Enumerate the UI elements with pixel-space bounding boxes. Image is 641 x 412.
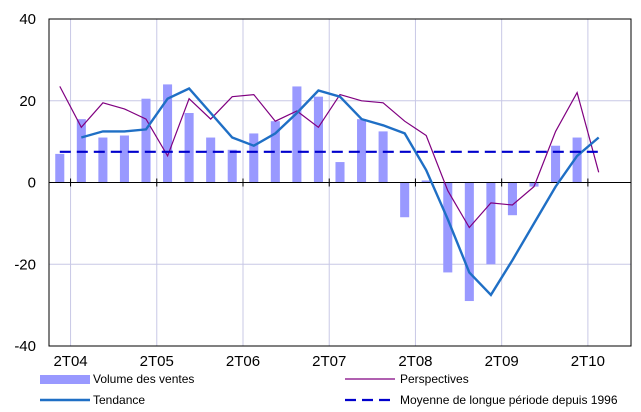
bar <box>313 96 323 183</box>
legend-label: Perspectives <box>400 372 469 386</box>
x-tick-label: 2T09 <box>485 353 519 370</box>
bar <box>335 162 345 183</box>
bar <box>206 137 216 183</box>
bar <box>443 182 453 273</box>
legend-label: Tendance <box>93 393 145 407</box>
bar <box>551 145 561 183</box>
legend-label: Moyenne de longue période depuis 1996 <box>400 393 618 407</box>
y-axis-labels: -40 -20 0 20 40 <box>14 11 36 355</box>
legend-swatch-volume <box>40 375 90 384</box>
x-tick-label: 2T04 <box>53 353 87 370</box>
y-tick-label: -20 <box>14 256 36 273</box>
bar <box>163 84 173 183</box>
y-tick-label: 20 <box>19 93 36 110</box>
bar <box>421 180 431 183</box>
bar <box>249 133 259 183</box>
x-tick-label: 2T06 <box>226 353 260 370</box>
bar <box>529 182 539 187</box>
bar <box>486 182 496 265</box>
y-tick-label: -40 <box>14 338 36 355</box>
y-tick-label: 0 <box>28 175 36 192</box>
bar <box>464 182 474 302</box>
bar <box>98 137 108 183</box>
bar <box>357 119 367 183</box>
bar <box>227 149 237 183</box>
y-tick-label: 40 <box>19 11 36 28</box>
x-axis-labels: 2T04 2T05 2T06 2T07 2T08 2T09 2T10 <box>53 353 605 370</box>
x-tick-label: 2T08 <box>398 353 432 370</box>
bar <box>184 113 194 183</box>
bar <box>141 98 151 183</box>
x-tick-label: 2T05 <box>140 353 174 370</box>
bar <box>55 153 65 183</box>
bar <box>378 131 388 183</box>
bar <box>572 137 582 183</box>
bar <box>292 86 302 183</box>
line-series <box>59 86 600 297</box>
legend-label: Volume des ventes <box>93 372 194 386</box>
plot-border <box>48 18 632 347</box>
tendance-line <box>80 87 600 297</box>
legend: Volume des ventes Perspectives Tendance Moy… <box>40 372 618 407</box>
bar <box>507 182 517 216</box>
bar <box>400 182 410 218</box>
x-tick-label: 2T07 <box>312 353 346 370</box>
bar <box>119 135 129 183</box>
bar-series-volume <box>55 84 582 302</box>
zero-axis <box>49 178 631 187</box>
x-tick-label: 2T10 <box>571 353 605 370</box>
bar <box>270 121 280 183</box>
